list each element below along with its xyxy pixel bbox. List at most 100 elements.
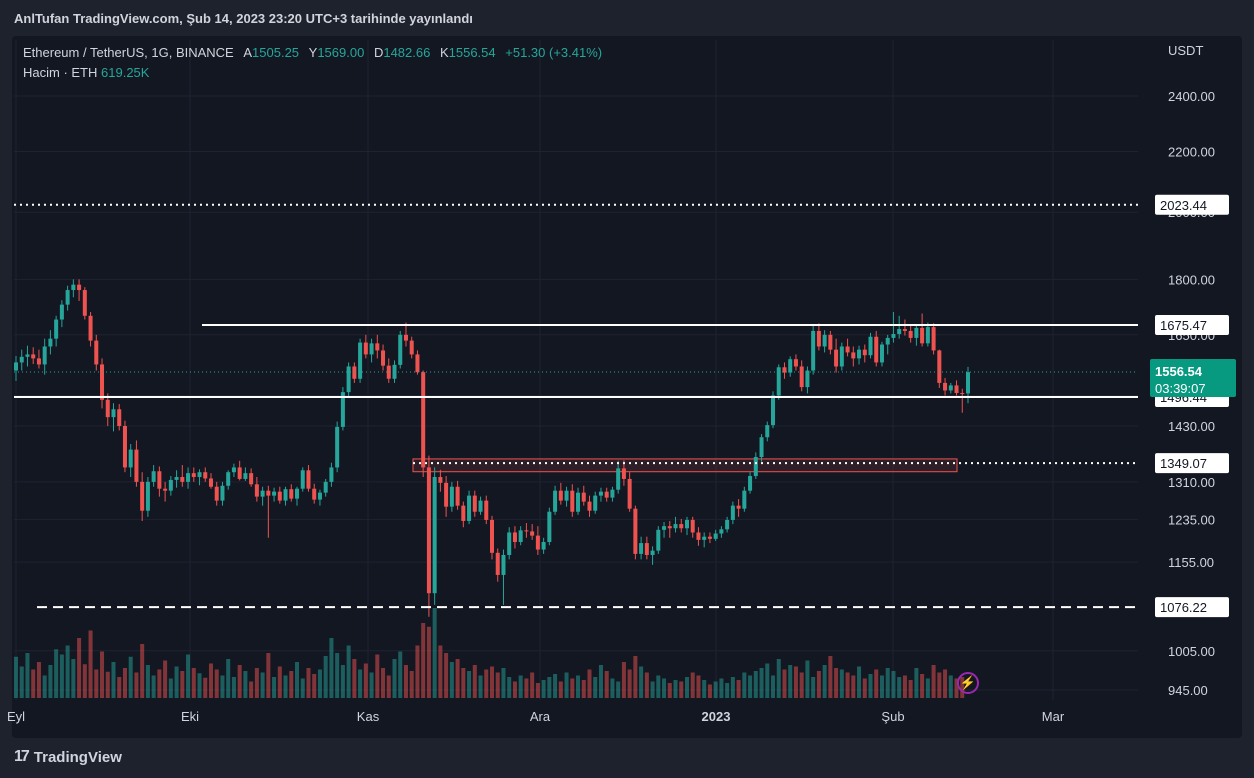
candle-body [690,519,695,533]
candle-body [323,481,328,493]
candle-body [507,532,512,555]
tradingview-logo-icon: 17 [14,748,30,765]
volume-bar [283,675,288,698]
footer [0,738,1254,778]
volume-label[interactable]: Hacim · ETH [23,65,98,80]
candle-body [805,370,810,388]
volume-bar [467,671,472,698]
volume-bar [834,668,839,698]
candle-body [920,327,925,344]
volume-bar [879,675,884,698]
volume-bar [512,681,517,698]
volume-bar [765,663,770,698]
volume-bar [650,681,655,698]
candle-body [782,367,787,373]
candle-body [707,536,712,539]
volume-bar [220,675,225,698]
volume-bar [598,665,603,698]
volume-bar [679,681,684,698]
candle-body [736,505,741,509]
candle-body [381,350,386,366]
volume-bar [828,656,833,698]
volume-bar [725,683,730,698]
candle-body [535,535,540,550]
volume-bar [805,660,810,698]
volume-bar [553,674,558,698]
volume-bar [811,677,816,698]
candle-body [547,511,552,543]
candle-body [713,533,718,539]
candle-body [501,554,506,575]
candle-body [317,492,322,500]
volume-bar [36,662,41,698]
volume-bar [696,675,701,698]
candle-body [88,315,93,341]
candle-body [191,473,196,478]
candle-body [386,365,391,379]
volume-bar [403,665,408,698]
zone-rect [412,458,958,473]
volume-bar [914,668,919,698]
volume-bar [335,653,340,698]
candle-body [249,473,254,485]
tradingview-brand[interactable]: 17 TradingView [14,748,122,766]
volume-bar [822,665,827,698]
volume-bar [478,675,483,698]
volume-bar [616,681,621,698]
volume-bar [168,678,173,698]
candle-body [799,366,804,388]
volume-bar [788,665,793,698]
volume-bar [857,666,862,698]
volume-bar [157,669,162,698]
volume-bar [82,664,87,698]
symbol-title[interactable]: Ethereum / TetherUS, 1G, BINANCE [23,45,234,60]
volume-bar [776,659,781,698]
candle-body [329,467,334,482]
candle-body [524,530,529,532]
candle-body [839,346,844,367]
candle-body [822,334,827,347]
volume-bar [621,662,626,698]
volume-bar [186,654,191,698]
volume-bar [845,672,850,698]
volume-bar [535,683,540,698]
candle-body [857,349,862,359]
volume-bar [748,675,753,698]
volume-value: 619.25K [101,65,150,80]
volume-bar [610,678,615,698]
volume-bar [306,668,311,698]
volume-bar [289,671,294,698]
chart-legend: Ethereum / TetherUS, 1G, BINANCE A1505.2… [23,45,602,85]
volume-bar [593,677,598,698]
candle-body [639,543,644,554]
volume-bar [948,675,953,698]
volume-bar [323,656,328,698]
candle-body [134,449,139,482]
volume-bar [25,653,30,698]
volume-bar [31,669,36,698]
candle-body [862,349,867,356]
candle-body [834,349,839,367]
volume-bar [94,669,99,698]
volume-bar [134,672,139,698]
volume-bar [312,674,317,698]
candle-body [19,356,24,363]
volume-bar [931,665,936,698]
volume-bar [363,663,368,698]
close-label: K [439,45,449,60]
volume-bar [793,666,798,698]
candle-body [937,350,942,383]
candle-body [633,508,638,554]
candle-body [891,334,896,338]
volume-bar [243,671,248,698]
volume-bar [707,684,712,698]
volume-bar [254,668,259,698]
flash-icon[interactable]: ⚡ [957,672,979,694]
price-tick: 1235.00 [1168,512,1215,527]
volume-bar [111,662,116,698]
volume-bar [908,680,913,698]
chart-panel[interactable] [12,36,1242,738]
candle-body [885,337,890,345]
candle-body [753,457,758,477]
